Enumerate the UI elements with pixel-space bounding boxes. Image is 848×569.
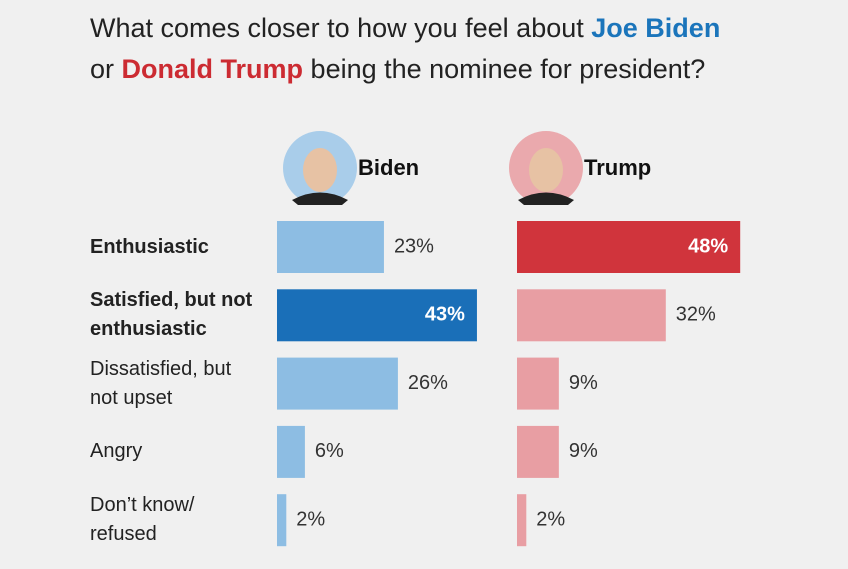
value-label: 9% bbox=[569, 440, 598, 462]
bar bbox=[517, 221, 741, 273]
portrait-suit bbox=[518, 192, 574, 205]
bar bbox=[277, 357, 398, 410]
category-label: Dissatisfied, but not upset bbox=[90, 357, 232, 409]
category-label: Satisfied, but not enthusiastic bbox=[90, 289, 253, 341]
value-label: 9% bbox=[569, 372, 598, 394]
value-label: 23% bbox=[394, 235, 434, 257]
value-label: 48% bbox=[688, 235, 728, 257]
portrait-face bbox=[529, 148, 563, 192]
value-label: 6% bbox=[315, 440, 344, 462]
value-label: 2% bbox=[536, 508, 565, 530]
category-label: Don’t know/ refused bbox=[90, 494, 195, 546]
bar bbox=[277, 425, 305, 478]
bar bbox=[517, 425, 559, 478]
bar bbox=[277, 221, 384, 273]
portrait-face bbox=[303, 148, 337, 192]
category-label: Enthusiastic bbox=[90, 235, 209, 258]
chart-title: What comes closer to how you feel about … bbox=[90, 8, 830, 90]
title-text: What comes closer to how you feel about bbox=[90, 13, 584, 43]
bar bbox=[277, 494, 287, 547]
value-label: 26% bbox=[408, 372, 448, 394]
value-label: 43% bbox=[425, 304, 465, 326]
title-text: or bbox=[90, 54, 115, 84]
portrait-suit bbox=[292, 192, 348, 205]
bar bbox=[517, 357, 559, 410]
category-label: Angry bbox=[90, 440, 143, 463]
title-trump: Donald Trump bbox=[121, 54, 304, 84]
legend-name: Trump bbox=[584, 155, 651, 180]
title-text: being the nominee for president? bbox=[310, 54, 706, 84]
value-label: 32% bbox=[676, 304, 716, 326]
value-label: 2% bbox=[296, 508, 325, 530]
bar bbox=[277, 289, 477, 342]
bar bbox=[517, 494, 527, 547]
title-biden: Joe Biden bbox=[591, 13, 721, 43]
bar bbox=[517, 289, 666, 342]
legend-name: Biden bbox=[358, 155, 419, 180]
